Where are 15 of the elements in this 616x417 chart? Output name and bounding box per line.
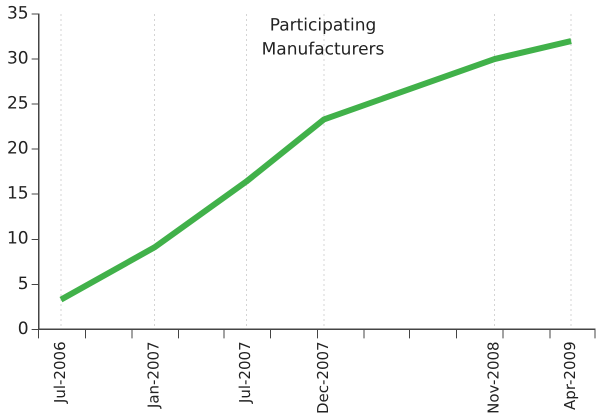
x-tick-label: Apr-2009 bbox=[561, 341, 580, 410]
x-tick-label: Jul-2007 bbox=[236, 341, 254, 404]
y-tick-label: 10 bbox=[6, 228, 29, 249]
x-tick-label: Jul-2006 bbox=[50, 341, 69, 404]
y-tick-label: 30 bbox=[6, 48, 29, 68]
y-tick-label: 35 bbox=[6, 3, 29, 24]
text: Participating Manufacturers bbox=[262, 15, 385, 60]
y-tick-label: 5 bbox=[18, 274, 29, 294]
x-tick-label: Dec-2007 bbox=[314, 341, 332, 414]
y-tick-label: 0 bbox=[18, 318, 29, 339]
x-tick-label: Nov-2008 bbox=[484, 341, 502, 414]
y-tick-label: 25 bbox=[6, 94, 29, 114]
y-tick-label: 15 bbox=[6, 184, 29, 204]
x-tick-label: Jan-2007 bbox=[144, 341, 162, 410]
y-tick-label: 20 bbox=[6, 138, 29, 159]
